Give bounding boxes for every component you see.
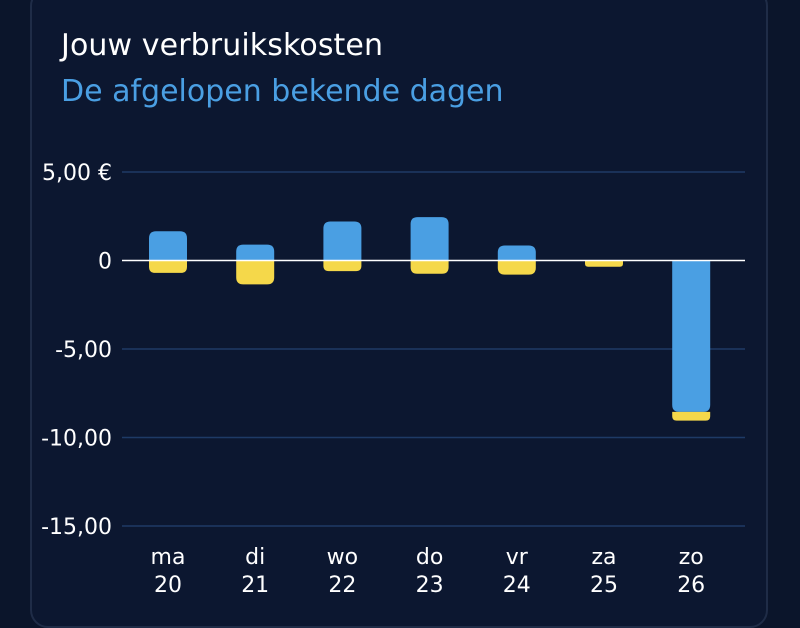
- page-subtitle: De afgelopen bekende dagen: [61, 74, 504, 109]
- x-category-label: ma 20: [151, 545, 186, 598]
- y-tick-label: 0: [98, 250, 112, 275]
- bar-segment: [585, 260, 623, 267]
- y-tick-label: -15,00: [41, 515, 112, 540]
- x-category-label: di 21: [241, 545, 269, 598]
- bar-segment: [323, 221, 362, 261]
- bar-segment: [672, 260, 711, 412]
- bar-segment: [672, 411, 711, 421]
- chart-card: [30, 0, 768, 628]
- x-category-label: za 25: [590, 545, 618, 598]
- bar-segment: [149, 260, 187, 273]
- bar-segment: [323, 260, 362, 272]
- x-axis-labels: ma 20 di 21 wo 22 do 23 vr 24 za 25 zo 26: [151, 545, 706, 598]
- gridlines: [122, 171, 745, 527]
- bar-segment: [497, 245, 536, 261]
- y-tick-label: -5,00: [55, 338, 112, 363]
- x-category-label: do 23: [416, 545, 444, 598]
- bar-segment: [236, 260, 275, 285]
- bar-segment: [410, 217, 449, 261]
- x-category-label: vr 24: [503, 545, 531, 598]
- bars: [149, 217, 711, 421]
- bar-segment: [149, 231, 187, 261]
- y-tick-label: 5,00 €: [42, 161, 112, 186]
- y-axis-ticks: 5,00 € 0 -5,00 -10,00 -15,00: [41, 161, 112, 540]
- page-title: Jouw verbruikskosten: [61, 28, 384, 63]
- bar-segment: [236, 244, 275, 261]
- bar-segment: [497, 260, 536, 275]
- bar-segment: [410, 260, 449, 274]
- x-category-label: wo 22: [327, 545, 358, 598]
- x-category-label: zo 26: [677, 545, 705, 598]
- y-tick-label: -10,00: [41, 427, 112, 452]
